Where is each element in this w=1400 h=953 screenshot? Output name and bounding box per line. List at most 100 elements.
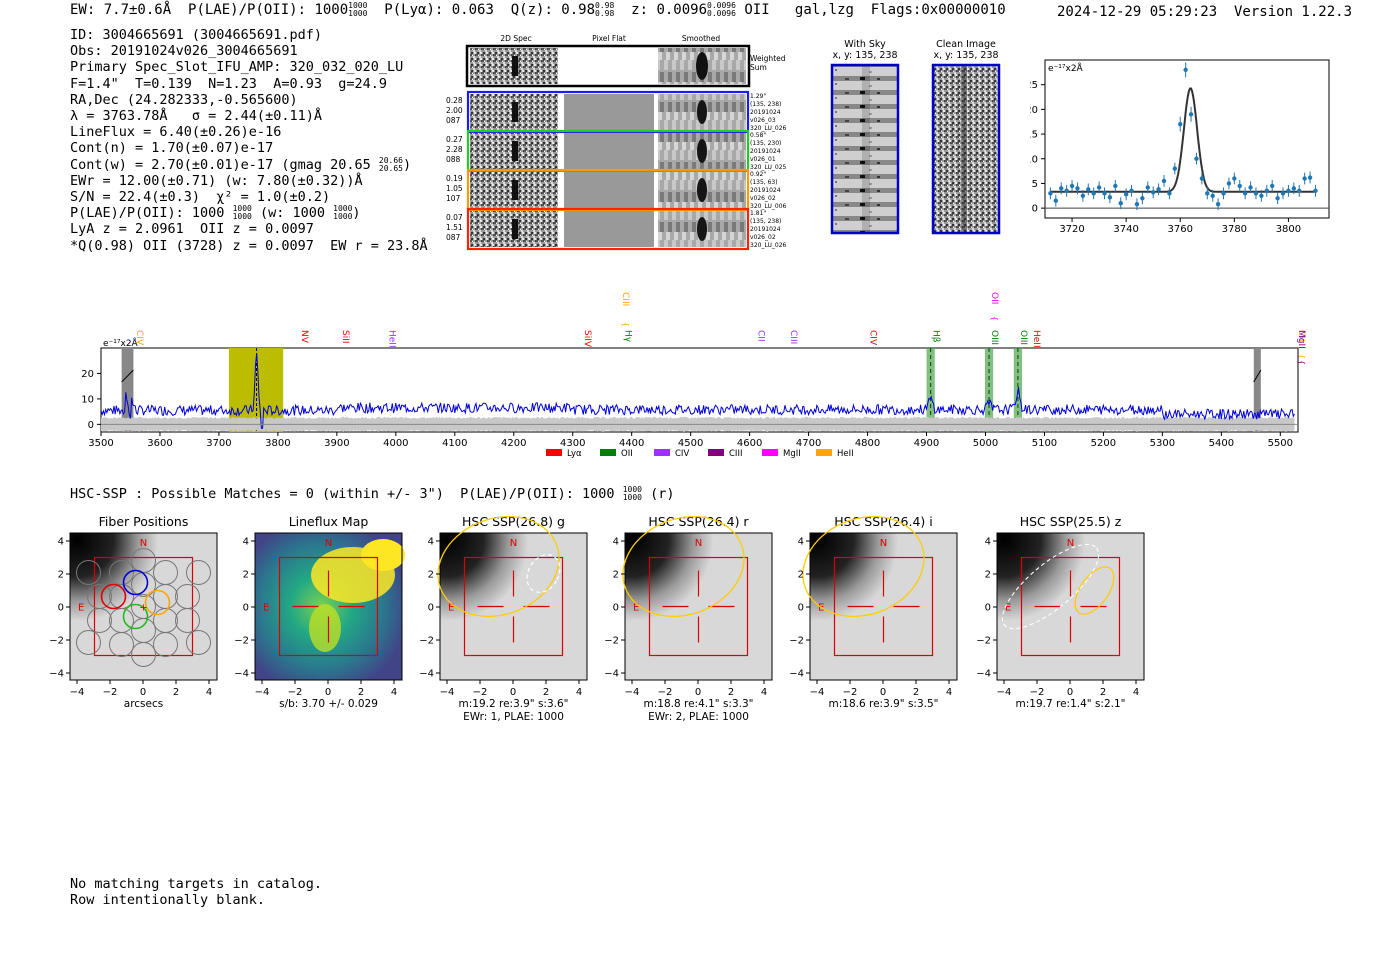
info-lambda: λ = 3763.78Å σ = 2.44(±0.11)Å xyxy=(70,108,322,125)
svg-text:+: + xyxy=(139,603,147,614)
fit-point xyxy=(1205,191,1210,196)
panel-ytick: 2 xyxy=(798,570,804,581)
panel-xtick: −2 xyxy=(843,687,858,698)
legend-swatch xyxy=(600,449,616,456)
fit-point xyxy=(1080,193,1086,198)
panel-xtick: 4 xyxy=(391,687,397,698)
legend-label: MgII xyxy=(783,449,801,459)
info-plae-lo: 1000 xyxy=(232,212,252,222)
panel-caption: arcsecs xyxy=(124,698,163,710)
spec-xtick-label: 5300 xyxy=(1150,438,1175,449)
cutout-left-label: 1.05 xyxy=(446,184,463,193)
info-fparams: F=1.4" T=0.139 N=1.23 A=0.93 g=24.9 xyxy=(70,75,387,92)
galaxy-ellipse xyxy=(622,516,745,617)
fit-point xyxy=(1183,67,1188,73)
panel-xtick: 0 xyxy=(325,687,331,698)
fiber-circle xyxy=(109,560,134,585)
fit-point xyxy=(1232,176,1237,181)
spec-xtick-label: 5400 xyxy=(1209,438,1234,449)
fit-ytick-label: 0 xyxy=(1032,204,1038,215)
fit-ticks: 3720 3740 3760 3780 3800 0 5 10 15 20 25 xyxy=(1030,80,1301,232)
spectral-line-label: Hγ xyxy=(622,330,632,343)
spec-xtick-label: 4300 xyxy=(560,438,585,449)
legend-swatch xyxy=(816,449,832,456)
fit-point xyxy=(1156,187,1161,192)
imaging-panels: Fiber Positions N E + −4 −4 −2 −2 0 0 2 2 4 4 arcsecs L… xyxy=(50,514,1145,723)
spectral-line-label: CIII xyxy=(788,330,798,344)
spectral-line-bracket: { xyxy=(621,322,630,327)
legend-swatch xyxy=(546,449,562,456)
panel-ytick: 2 xyxy=(243,570,249,581)
spec-xtick-label: 3700 xyxy=(206,438,231,449)
panel-ytick: −2 xyxy=(234,636,249,647)
info-contw: Cont(w) = 2.70(±0.01)e-17 (gmag 20.65 20… xyxy=(70,156,428,173)
panel-ytick: −2 xyxy=(789,636,804,647)
fit-point xyxy=(1280,191,1286,196)
fiber-orange xyxy=(144,589,171,616)
gray-band xyxy=(121,348,134,432)
fit-model-curve xyxy=(1050,87,1315,193)
col-header-pixelflat: Pixel Flat xyxy=(592,34,626,43)
info-contn: Cont(n) = 1.70(±0.07)e-17 xyxy=(70,140,274,157)
panel-ytick: −2 xyxy=(50,636,64,647)
panel-caption: m:18.6 re:3.9" s:3.5" xyxy=(829,698,939,710)
cutout-left-label: 1.51 xyxy=(446,223,463,232)
cutout-right-label: (135, 238) xyxy=(750,101,781,108)
fiber-circle xyxy=(175,608,200,633)
spec-xtick-label: 4600 xyxy=(737,438,762,449)
fiber-circle xyxy=(153,560,178,585)
plya-value: P(Lyα): 0.063 xyxy=(384,2,494,18)
compass-north: N xyxy=(140,538,147,549)
cutout-left-label: 2.28 xyxy=(446,145,463,154)
info-id: ID: 3004665691 (3004665691.pdf) xyxy=(70,27,322,43)
panel-ytick: 4 xyxy=(798,537,804,548)
fit-point xyxy=(1237,183,1242,189)
spec-xtick-label: 4000 xyxy=(383,438,408,449)
panel-xtick: −4 xyxy=(440,687,455,698)
panel-ytick: 2 xyxy=(613,570,619,581)
fit-point xyxy=(1064,188,1069,194)
spec-xtick-label: 3900 xyxy=(324,438,349,449)
fit-xtick-label: 3720 xyxy=(1059,224,1084,232)
panel-ytick: −4 xyxy=(604,669,619,680)
panel-xtick: 2 xyxy=(173,687,179,698)
spectrum-legend: Lyα OII CIV CIII MgII HeII xyxy=(546,449,854,459)
spectral-line-bracket: { xyxy=(1297,360,1306,365)
panel-title: Fiber Positions xyxy=(99,514,189,529)
panel-xtick: 2 xyxy=(913,687,919,698)
fit-point xyxy=(1297,188,1302,194)
fit-point xyxy=(1086,187,1091,192)
panel-ytick: 0 xyxy=(798,603,804,614)
qz-value: Q(z): 0.98 xyxy=(510,2,596,18)
panel-ytick: −2 xyxy=(419,636,434,647)
panel-xtick: 2 xyxy=(543,687,549,698)
fit-point xyxy=(1242,191,1248,196)
fit-point xyxy=(1291,186,1297,191)
cutout-right-label: 320_LU_025 xyxy=(750,164,787,171)
detection-info: ID: 3004665691 (3004665691.pdf) Obs: 201… xyxy=(70,27,428,254)
image-panel: HSC SSP(25.5) z N E −4 −4 −2 −2 0 0 2 2 4 4 m:19.7 re… xyxy=(976,514,1145,710)
timestamp-version: 2024-12-29 05:29:23 Version 1.22.3 xyxy=(1057,4,1353,20)
panel-xtick: 0 xyxy=(880,687,886,698)
fit-point xyxy=(1053,198,1059,203)
fiber-circle xyxy=(186,630,211,655)
fiber-circle xyxy=(186,560,211,585)
spec-ytick-label: 0 xyxy=(88,420,94,431)
panel-title: HSC SSP(26.4) i xyxy=(834,514,932,529)
plae-w-lo: 1000 xyxy=(333,212,353,222)
legend-label: OII xyxy=(621,449,633,459)
ew-value: EW: 7.7±0.6Å xyxy=(70,2,172,18)
spec-ytick-label: 10 xyxy=(81,394,94,405)
cutout-right-label: 320_LU_006 xyxy=(750,203,787,210)
legend-label: CIII xyxy=(729,449,742,459)
panel-xtick: 0 xyxy=(695,687,701,698)
plae-w-text: (w: 1000 xyxy=(259,205,326,222)
cutout-right-label: 320_LU_026 xyxy=(750,125,787,132)
info-lineflux: LineFlux = 6.40(±0.26)e-16 xyxy=(70,124,282,141)
panel-xtick: 2 xyxy=(358,687,364,698)
legend-swatch xyxy=(654,449,670,456)
panel-xtick: −4 xyxy=(255,687,270,698)
